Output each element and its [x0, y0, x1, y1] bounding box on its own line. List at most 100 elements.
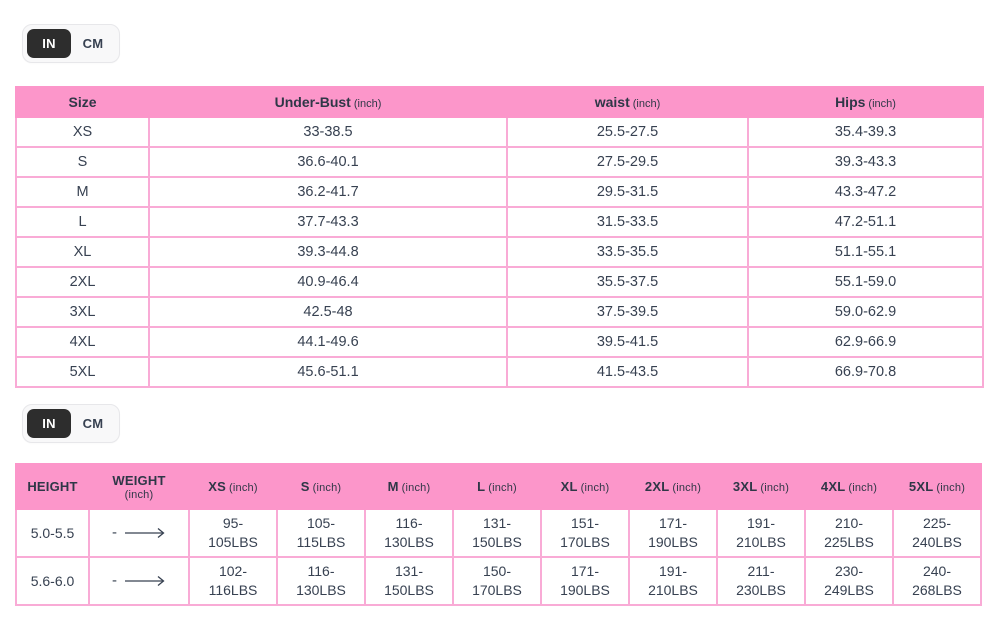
weight-range: 225-240LBS: [912, 515, 962, 550]
weight-range: 116-130LBS: [384, 515, 434, 550]
table-row: XS 33-38.5 25.5-27.5 35.4-39.3: [15, 116, 984, 148]
weight-range: 150-170LBS: [472, 563, 522, 598]
column-label: S: [300, 479, 310, 494]
header-hips: Hips (inch): [747, 86, 984, 118]
size-cell: S: [15, 146, 150, 178]
size-cell: 2XL: [15, 266, 150, 298]
weight-range-cell: 240-268LBS: [892, 556, 982, 606]
column-unit: (inch): [848, 482, 878, 494]
column-unit: (inch): [401, 482, 431, 494]
header-2xl: 2XL (inch): [628, 463, 718, 510]
hips-cell: 55.1-59.0: [747, 266, 984, 298]
height-cell: 5.0-5.5: [15, 508, 90, 558]
dash: -: [112, 571, 117, 589]
under-bust-cell: 36.2-41.7: [148, 176, 508, 208]
size-cell: XL: [15, 236, 150, 268]
table-row: 5XL 45.6-51.1 41.5-43.5 66.9-70.8: [15, 356, 984, 388]
dash: -: [112, 523, 117, 541]
column-unit: (inch): [760, 482, 790, 494]
hips-cell: 43.3-47.2: [747, 176, 984, 208]
header-height: HEIGHT: [15, 463, 90, 510]
size-table-header-row: Size Under-Bust (inch) waist (inch) Hips (i…: [15, 86, 984, 118]
weight-range: 191-210LBS: [736, 515, 786, 550]
hips-cell: 62.9-66.9: [747, 326, 984, 358]
under-bust-cell: 40.9-46.4: [148, 266, 508, 298]
waist-cell: 31.5-33.5: [506, 206, 749, 238]
weight-range-cell: 116-130LBS: [364, 508, 454, 558]
hips-cell: 66.9-70.8: [747, 356, 984, 388]
weight-range: 105-115LBS: [296, 515, 346, 550]
unit-toggle-bottom: IN CM: [22, 404, 120, 443]
table-row: 5.6-6.0 - 102-116LBS 116-130LBS 131-150L…: [15, 556, 982, 606]
waist-cell: 33.5-35.5: [506, 236, 749, 268]
header-s: S (inch): [276, 463, 366, 510]
unit-toggle-top: IN CM: [22, 24, 120, 63]
cm-button[interactable]: CM: [71, 409, 115, 438]
header-5xl: 5XL (inch): [892, 463, 982, 510]
header-3xl: 3XL (inch): [716, 463, 806, 510]
table-row: XL 39.3-44.8 33.5-35.5 51.1-55.1: [15, 236, 984, 268]
waist-cell: 39.5-41.5: [506, 326, 749, 358]
size-cell: L: [15, 206, 150, 238]
column-unit: (inch): [312, 482, 342, 494]
under-bust-cell: 42.5-48: [148, 296, 508, 328]
column-label: HEIGHT: [27, 479, 78, 494]
cm-button[interactable]: CM: [71, 29, 115, 58]
column-label: waist: [594, 94, 630, 110]
weight-range-cell: 230-249LBS: [804, 556, 894, 606]
weight-range: 131-150LBS: [472, 515, 522, 550]
column-label: WEIGHT: [112, 472, 166, 488]
under-bust-cell: 37.7-43.3: [148, 206, 508, 238]
weight-range-cell: 131-150LBS: [452, 508, 542, 558]
weight-arrow-cell: -: [88, 556, 190, 606]
weight-range-cell: 151-170LBS: [540, 508, 630, 558]
height-cell: 5.6-6.0: [15, 556, 90, 606]
weight-range-cell: 171-190LBS: [540, 556, 630, 606]
long-right-arrow-icon: [125, 575, 165, 587]
size-measurement-table: Size Under-Bust (inch) waist (inch) Hips (i…: [15, 86, 984, 388]
table-row: 5.0-5.5 - 95-105LBS 105-115LBS 116-130LB…: [15, 508, 982, 558]
under-bust-cell: 44.1-49.6: [148, 326, 508, 358]
header-m: M (inch): [364, 463, 454, 510]
table-row: 4XL 44.1-49.6 39.5-41.5 62.9-66.9: [15, 326, 984, 358]
weight-range: 95-105LBS: [208, 515, 258, 550]
column-label: Size: [68, 94, 97, 110]
column-label: XS: [208, 479, 227, 494]
weight-range: 116-130LBS: [296, 563, 346, 598]
in-button[interactable]: IN: [27, 29, 71, 58]
under-bust-cell: 36.6-40.1: [148, 146, 508, 178]
weight-table-header-row: HEIGHT WEIGHT (inch) XS (inch) S (inch) M (i…: [15, 463, 982, 510]
weight-range-cell: 191-210LBS: [628, 556, 718, 606]
column-unit: (inch): [488, 482, 517, 494]
column-label: 2XL: [644, 479, 670, 494]
weight-range: 211-230LBS: [736, 563, 786, 598]
weight-range: 102-116LBS: [208, 563, 258, 598]
weight-range: 171-190LBS: [560, 563, 610, 598]
weight-range-cell: 150-170LBS: [452, 556, 542, 606]
weight-range: 151-170LBS: [560, 515, 610, 550]
column-label: 3XL: [732, 479, 758, 494]
column-label: XL: [560, 479, 578, 494]
under-bust-cell: 45.6-51.1: [148, 356, 508, 388]
table-row: S 36.6-40.1 27.5-29.5 39.3-43.3: [15, 146, 984, 178]
column-label: M: [387, 479, 399, 494]
header-l: L (inch): [452, 463, 542, 510]
column-unit: (inch): [229, 482, 258, 494]
size-cell: 3XL: [15, 296, 150, 328]
column-unit: (inch): [672, 482, 702, 494]
weight-range-cell: 211-230LBS: [716, 556, 806, 606]
column-label: Hips: [835, 94, 866, 110]
weight-range-cell: 131-150LBS: [364, 556, 454, 606]
size-cell: 5XL: [15, 356, 150, 388]
header-4xl: 4XL (inch): [804, 463, 894, 510]
long-right-arrow-icon: [125, 527, 165, 539]
under-bust-cell: 39.3-44.8: [148, 236, 508, 268]
waist-cell: 29.5-31.5: [506, 176, 749, 208]
size-cell: XS: [15, 116, 150, 148]
waist-cell: 41.5-43.5: [506, 356, 749, 388]
waist-cell: 37.5-39.5: [506, 296, 749, 328]
in-button[interactable]: IN: [27, 409, 71, 438]
weight-range: 131-150LBS: [384, 563, 434, 598]
size-cell: M: [15, 176, 150, 208]
hips-cell: 51.1-55.1: [747, 236, 984, 268]
